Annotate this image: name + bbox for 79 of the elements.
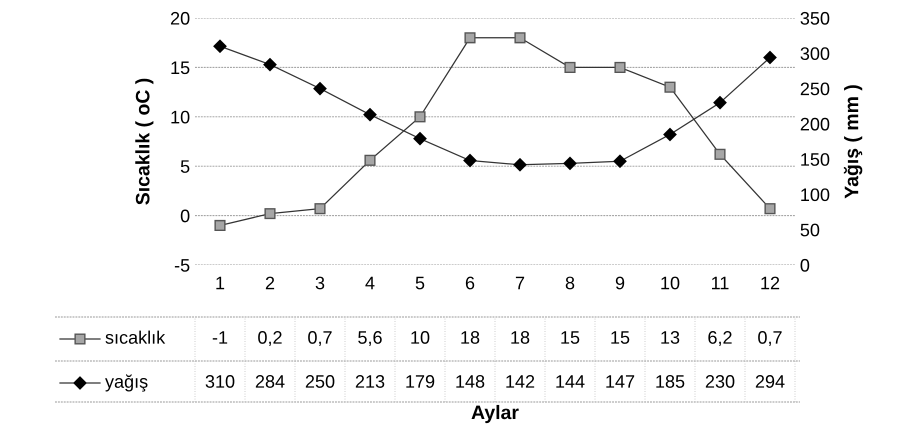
data-label: 0,7 [308,331,332,346]
data-label: 15 [611,331,630,344]
point [413,132,427,146]
data-label: 142 [506,375,534,388]
x-tick-label: 7 [516,276,524,290]
data-label: 147 [606,375,634,388]
point [714,148,726,160]
point [314,203,326,214]
data-label: 0,7 [758,331,782,346]
y2-axis-title: Yağış ( mm ) [844,85,862,198]
point [663,128,677,142]
point [763,50,777,64]
point [313,82,327,96]
legend-label: sıcaklık [106,330,166,344]
x-tick-label: 12 [761,276,780,290]
x-tick-label: 10 [661,276,680,290]
data-label: 18 [461,331,480,344]
point [213,40,227,53]
x-tick-label: 5 [416,276,424,290]
y2-tick-label: 0 [800,258,810,272]
y2-tick-label: 50 [800,224,820,236]
x-tick-label: 1 [216,276,224,290]
data-label: -1 [212,331,228,344]
point [263,58,277,72]
text: Aylar [472,404,519,424]
y2-tick-label: 250 [800,82,830,96]
x-tick-label: 2 [266,276,274,290]
point [713,96,727,110]
point [264,208,276,220]
y-tick-label: 20 [170,12,190,25]
data-label: 148 [456,375,484,388]
y-tick-label: 5 [180,160,190,173]
data-label: 179 [406,375,434,388]
data-label: 13 [661,331,680,344]
data-label: 213 [356,375,384,388]
data-label: 144 [556,375,585,388]
y2-tick-label: 200 [800,118,830,131]
point [414,111,426,122]
point [563,156,577,170]
y-tick-label: 15 [171,62,190,74]
legend-label: yağış [105,374,148,392]
data-label: 230 [706,375,734,388]
point [364,154,376,166]
data-label: 5,6 [358,331,382,346]
y-tick-label: -5 [174,259,190,272]
y2-tick-label: 300 [800,47,830,60]
x-tick-label: 11 [712,276,728,290]
y2-tick-label: 350 [800,12,830,25]
x-tick-label: 6 [466,276,474,290]
point [463,154,477,168]
point [764,203,776,214]
point [613,154,627,168]
data-label: 294 [756,375,785,388]
point [564,62,576,73]
y2-tick-label: 100 [801,188,830,202]
data-label: 284 [256,375,285,388]
point [664,82,676,93]
data-label: 15 [561,331,580,344]
x-tick-label: 8 [566,276,574,290]
data-label: 250 [306,375,334,388]
data-label: 0,2 [258,331,282,346]
point [464,32,476,44]
y-tick-label: 10 [171,110,190,124]
y2-tick-label: 150 [801,153,830,166]
point [363,108,377,122]
data-label: 18 [511,331,530,344]
x-tick-label: 3 [316,276,324,290]
point [614,62,626,73]
data-label: 10 [411,331,430,344]
point [513,158,527,172]
point [214,220,226,232]
data-label: 185 [656,375,684,388]
x-tick-label: 4 [365,276,374,290]
y-axis-title: Sıcaklık ( oC ) [135,78,154,205]
y-tick-label: 0 [180,210,190,222]
x-tick-label: 9 [616,276,624,290]
point [514,32,526,44]
data-label: 6,2 [708,331,732,346]
data-label: 310 [206,375,234,388]
